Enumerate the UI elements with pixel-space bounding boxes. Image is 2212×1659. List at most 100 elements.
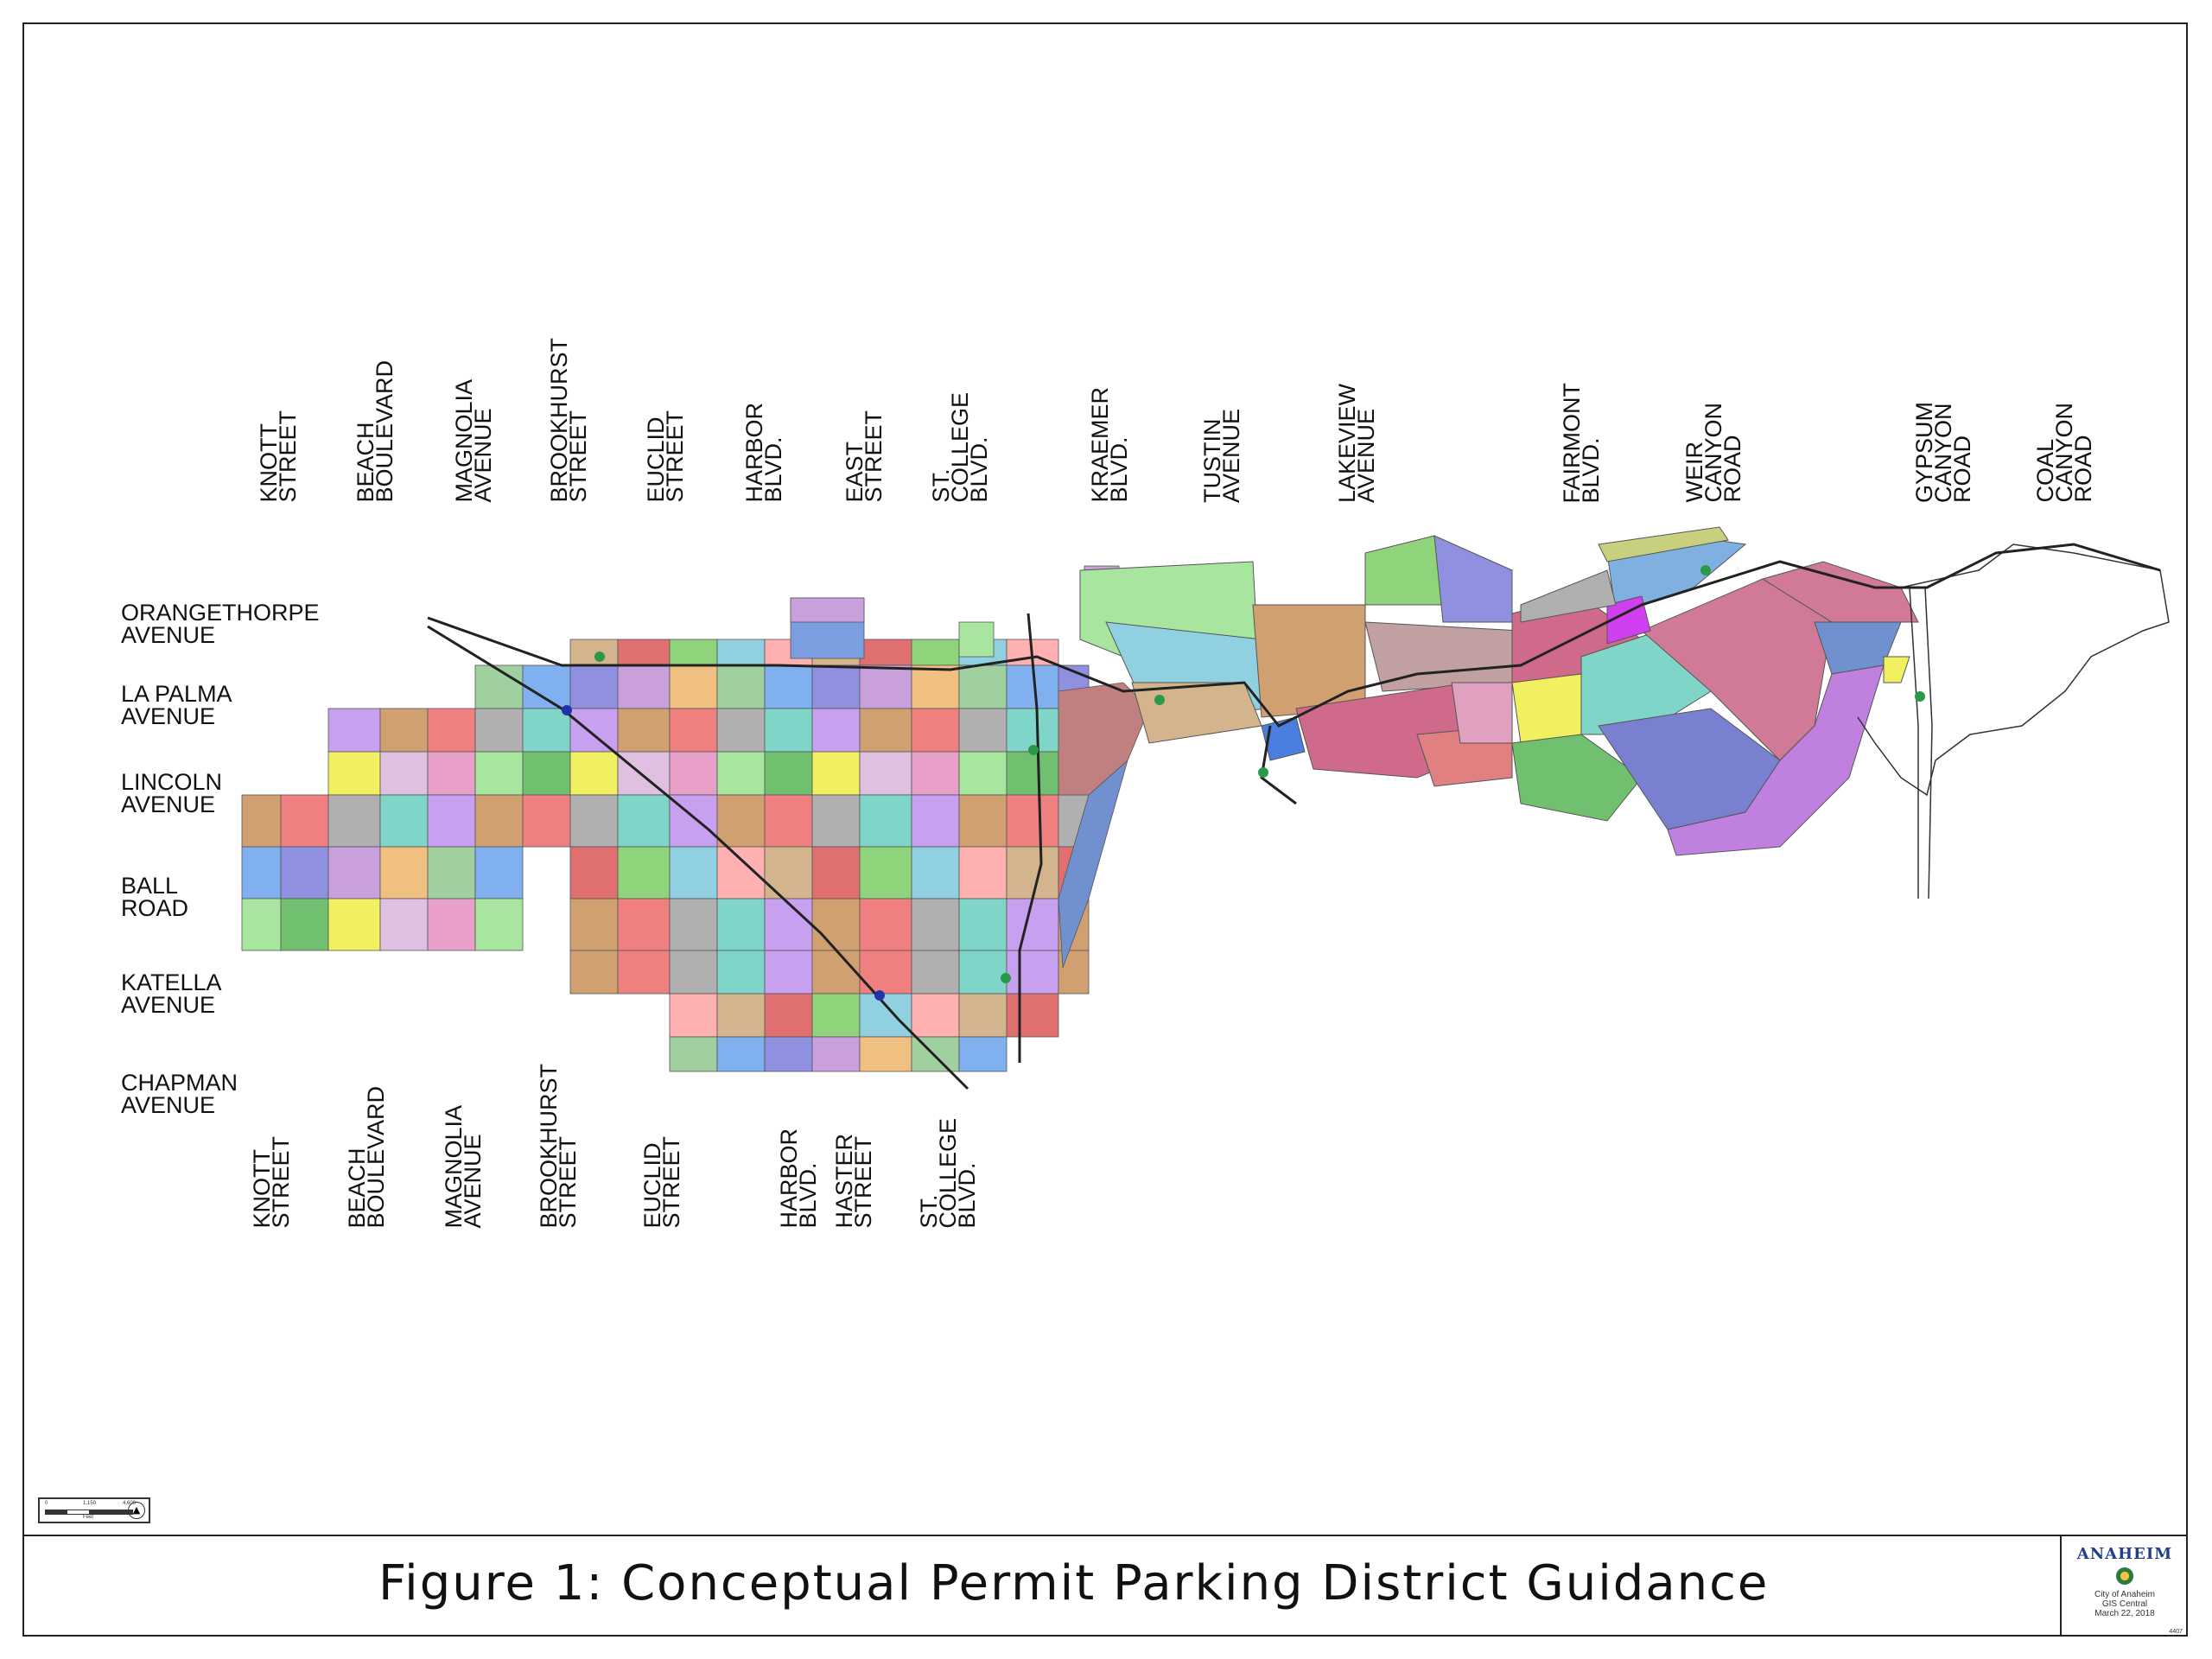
street-label-line: LA PALMA [121,681,232,707]
map-id: 4407 [2169,1629,2183,1635]
street-label-line: AVENUE [121,622,216,648]
district-block [958,950,1007,995]
top-street-label: GYPSUM CANYON ROAD [1911,402,1975,503]
district-block [911,950,960,995]
title-divider [22,1535,2188,1536]
district-block [669,898,718,951]
bottom-street-label: HASTER STREET [831,1134,876,1229]
street-label-line: AVENUE [121,1092,216,1118]
anaheim-logo-block: ANAHEIM City of Anaheim GIS Central Marc… [2060,1535,2188,1637]
district-block [911,794,960,848]
district-block [958,708,1007,753]
street-label-line: BOULEVARD [363,1086,389,1229]
left-street-label: LA PALMA AVENUE [121,683,232,728]
top-street-label: KNOTT STREET [256,410,301,503]
district-block [569,708,619,753]
district-block [669,751,718,796]
district-block [669,846,718,899]
district-block [958,621,995,658]
district-block [764,794,813,848]
district-block [764,751,813,796]
district-block [669,1036,718,1072]
district-block [911,1036,960,1072]
highway-marker [1001,973,1011,983]
district-zone [1883,656,1910,683]
bottom-street-label: BEACH BOULEVARD [344,1086,389,1229]
district-block [958,664,1007,709]
district-block [1058,759,1128,969]
district-block [811,751,861,796]
street-label-line: AVENUE [121,791,216,817]
logo-line1: City of Anaheim [2094,1590,2156,1599]
scale-bar: 0 1,150 4,600 Feet ▲ [38,1497,150,1523]
scale-unit: Feet [83,1515,94,1520]
district-block [379,898,429,951]
top-street-label: COAL CANYON ROAD [2032,403,2096,503]
bottom-street-label: EUCLID STREET [639,1136,684,1229]
street-label-line: ORANGETHORPE [121,600,320,626]
district-block [427,846,476,899]
freeway-network [427,543,2161,1090]
district-block [379,708,429,753]
bottom-street-label: MAGNOLIA AVENUE [441,1105,486,1229]
district-block [811,993,861,1038]
top-street-label: WEIR CANYON ROAD [1681,403,1745,503]
district-block [859,898,912,951]
district-block [859,993,912,1038]
district-block [911,993,960,1038]
left-street-label: ORANGETHORPE AVENUE [121,600,320,648]
district-block [327,751,381,796]
district-block [427,751,476,796]
district-block [1006,993,1059,1038]
top-street-label: BEACH BOULEVARD [353,360,397,503]
district-block [716,898,766,951]
top-street-label: FAIRMONT BLVD. [1559,383,1604,504]
district-block [569,898,619,951]
district-block [716,993,766,1038]
top-street-label: LAKEVIEW AVENUE [1334,384,1379,503]
district-block [1058,682,1150,796]
bottom-street-label: KNOTT STREET [249,1136,294,1229]
district-block [241,794,282,848]
highway-marker [594,652,605,662]
street-label-line: STREET [850,1136,876,1229]
district-block [811,664,861,709]
top-street-label: ST. COLLEGE BLVD. [928,392,992,503]
left-street-label: BALL ROAD [121,874,189,921]
district-block [379,794,429,848]
district-block [859,664,912,709]
district-block [764,664,813,709]
district-block [617,898,671,951]
district-block [911,898,960,951]
street-label-line: STREET [658,1136,684,1229]
logo-line2: GIS Central [2101,1599,2148,1609]
highway-marker [874,990,885,1001]
logo-date: March 22, 2018 [2094,1609,2155,1618]
highway-marker [1028,745,1039,755]
city-seal-icon [2116,1567,2133,1585]
bottom-street-label: HARBOR BLVD. [776,1128,821,1229]
district-block [811,1036,861,1072]
district-block [474,898,524,951]
district-block [669,950,718,995]
district-block [811,950,861,995]
district-block [669,708,718,753]
district-block [911,708,960,753]
district-block [617,950,671,995]
scale-mid: 1,150 [83,1501,97,1506]
district-block [958,846,1007,899]
district-block [569,950,619,995]
left-street-label: LINCOLN AVENUE [121,771,222,817]
street-label-line: AVENUE [121,992,216,1018]
highway-marker [1154,695,1165,705]
district-block [669,639,718,666]
district-block [958,898,1007,951]
district-block [958,1036,1007,1072]
district-block [764,1036,813,1072]
top-street-label: TUSTIN AVENUE [1199,409,1244,503]
district-block [474,794,524,848]
district-block [280,898,329,951]
street-label-line: ROAD [121,895,189,921]
district-block [859,751,912,796]
